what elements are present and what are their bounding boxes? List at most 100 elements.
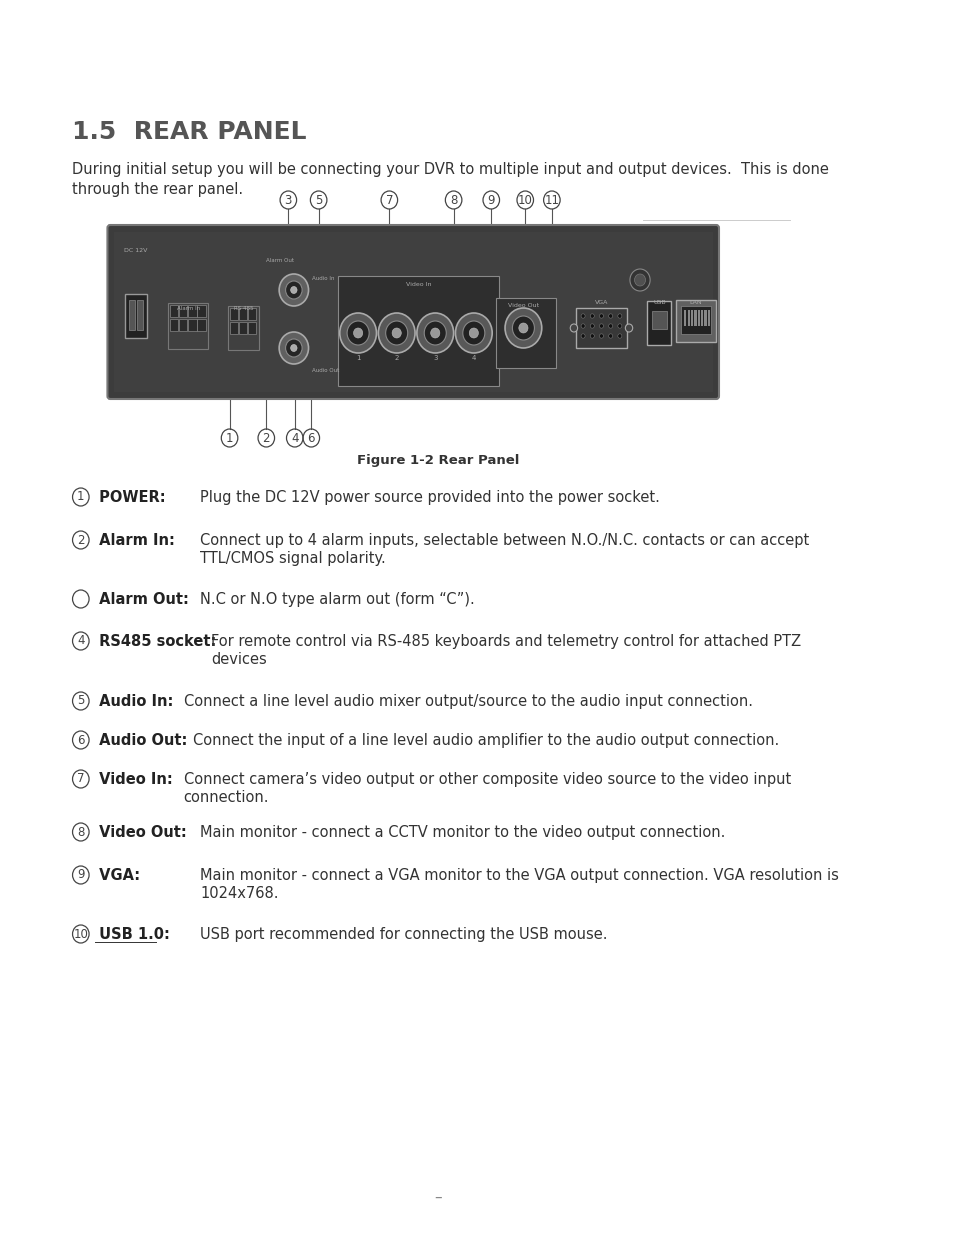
Text: Main monitor - connect a VGA monitor to the VGA output connection. VGA resolutio: Main monitor - connect a VGA monitor to … bbox=[200, 868, 839, 883]
Circle shape bbox=[462, 321, 484, 345]
Circle shape bbox=[354, 329, 362, 338]
Text: RS485 socket:: RS485 socket: bbox=[93, 634, 215, 650]
Text: 3: 3 bbox=[433, 354, 437, 361]
Circle shape bbox=[580, 324, 584, 329]
Circle shape bbox=[580, 333, 584, 338]
Text: 10: 10 bbox=[73, 927, 88, 941]
Text: Audio Out: Audio Out bbox=[312, 368, 339, 373]
Text: 1.5  REAR PANEL: 1.5 REAR PANEL bbox=[71, 120, 306, 144]
Bar bbox=[651, 311, 666, 329]
Text: Video In: Video In bbox=[405, 282, 431, 287]
Bar bbox=[700, 310, 702, 326]
Circle shape bbox=[618, 314, 621, 319]
Bar bbox=[188, 305, 196, 317]
Text: –: – bbox=[434, 1191, 441, 1205]
Circle shape bbox=[378, 312, 415, 353]
Text: 4: 4 bbox=[291, 431, 298, 445]
Text: DC 12V: DC 12V bbox=[124, 248, 148, 253]
Text: through the rear panel.: through the rear panel. bbox=[71, 182, 242, 198]
Text: 2: 2 bbox=[395, 354, 398, 361]
Circle shape bbox=[618, 324, 621, 329]
Text: For remote control via RS-485 keyboards and telemetry control for attached PTZ: For remote control via RS-485 keyboards … bbox=[211, 634, 801, 650]
Text: 7: 7 bbox=[385, 194, 393, 206]
Bar bbox=[694, 310, 696, 326]
Circle shape bbox=[518, 324, 527, 333]
Text: 5: 5 bbox=[77, 694, 85, 708]
Text: Connect a line level audio mixer output/source to the audio input connection.: Connect a line level audio mixer output/… bbox=[184, 694, 752, 709]
Text: 2: 2 bbox=[77, 534, 85, 547]
Circle shape bbox=[618, 333, 621, 338]
Text: 6: 6 bbox=[307, 431, 314, 445]
Circle shape bbox=[469, 329, 477, 338]
Text: Connect up to 4 alarm inputs, selectable between N.O./N.C. contacts or can accep: Connect up to 4 alarm inputs, selectable… bbox=[200, 534, 808, 548]
Text: USB: USB bbox=[652, 300, 665, 305]
Circle shape bbox=[598, 324, 603, 329]
Bar bbox=[125, 294, 147, 338]
Bar bbox=[248, 322, 256, 333]
Text: Plug the DC 12V power source provided into the power socket.: Plug the DC 12V power source provided in… bbox=[200, 490, 659, 505]
Circle shape bbox=[580, 314, 584, 319]
Circle shape bbox=[512, 316, 534, 340]
Text: Alarm In:: Alarm In: bbox=[93, 534, 174, 548]
Text: 4: 4 bbox=[77, 635, 85, 647]
Circle shape bbox=[570, 324, 577, 332]
Circle shape bbox=[598, 314, 603, 319]
Circle shape bbox=[424, 321, 446, 345]
Text: Alarm Out:: Alarm Out: bbox=[93, 592, 189, 606]
Bar bbox=[228, 306, 258, 350]
Bar bbox=[687, 310, 689, 326]
Text: USB port recommended for connecting the USB mouse.: USB port recommended for connecting the … bbox=[200, 927, 607, 942]
Text: Audio In:: Audio In: bbox=[93, 694, 172, 709]
Bar bbox=[170, 319, 178, 331]
Bar bbox=[337, 275, 498, 387]
Text: VGA: VGA bbox=[594, 300, 607, 305]
Text: RS 485: RS 485 bbox=[233, 306, 253, 311]
Circle shape bbox=[624, 324, 632, 332]
Bar bbox=[248, 308, 256, 320]
Text: N.C or N.O type alarm out (form “C”).: N.C or N.O type alarm out (form “C”). bbox=[200, 592, 475, 606]
Text: 7: 7 bbox=[77, 773, 85, 785]
Circle shape bbox=[590, 314, 594, 319]
Circle shape bbox=[347, 321, 369, 345]
Text: Connect the input of a line level audio amplifier to the audio output connection: Connect the input of a line level audio … bbox=[193, 734, 779, 748]
Text: 1: 1 bbox=[355, 354, 360, 361]
Circle shape bbox=[279, 332, 308, 364]
Text: POWER:: POWER: bbox=[93, 490, 165, 505]
Circle shape bbox=[279, 274, 308, 306]
Text: Video Out:: Video Out: bbox=[93, 825, 186, 840]
Bar bbox=[675, 300, 716, 342]
Circle shape bbox=[634, 274, 645, 287]
Text: Audio Out:: Audio Out: bbox=[93, 734, 187, 748]
Circle shape bbox=[392, 329, 401, 338]
FancyBboxPatch shape bbox=[108, 225, 719, 399]
Circle shape bbox=[608, 314, 612, 319]
Bar bbox=[188, 319, 196, 331]
Circle shape bbox=[291, 287, 296, 294]
Bar bbox=[136, 300, 143, 330]
Circle shape bbox=[455, 312, 492, 353]
Bar bbox=[238, 322, 247, 333]
Bar bbox=[230, 308, 237, 320]
Circle shape bbox=[504, 308, 541, 348]
Bar bbox=[129, 300, 134, 330]
Text: 8: 8 bbox=[450, 194, 456, 206]
Text: 1: 1 bbox=[77, 490, 85, 504]
Text: devices: devices bbox=[211, 652, 267, 667]
Circle shape bbox=[608, 333, 612, 338]
Text: Alarm In: Alarm In bbox=[176, 306, 200, 311]
Text: Connect camera’s video output or other composite video source to the video input: Connect camera’s video output or other c… bbox=[184, 772, 790, 787]
Text: 4: 4 bbox=[471, 354, 476, 361]
Circle shape bbox=[339, 312, 376, 353]
Text: 1: 1 bbox=[226, 431, 233, 445]
Bar bbox=[647, 301, 671, 345]
Text: 3: 3 bbox=[284, 194, 292, 206]
Text: VGA:: VGA: bbox=[93, 868, 140, 883]
Bar bbox=[179, 319, 187, 331]
Circle shape bbox=[385, 321, 407, 345]
Bar bbox=[197, 305, 206, 317]
Bar bbox=[576, 308, 626, 348]
Circle shape bbox=[291, 345, 296, 352]
Text: Alarm Out: Alarm Out bbox=[266, 258, 294, 263]
Text: During initial setup you will be connecting your DVR to multiple input and outpu: During initial setup you will be connect… bbox=[71, 162, 827, 177]
Bar bbox=[496, 298, 555, 368]
